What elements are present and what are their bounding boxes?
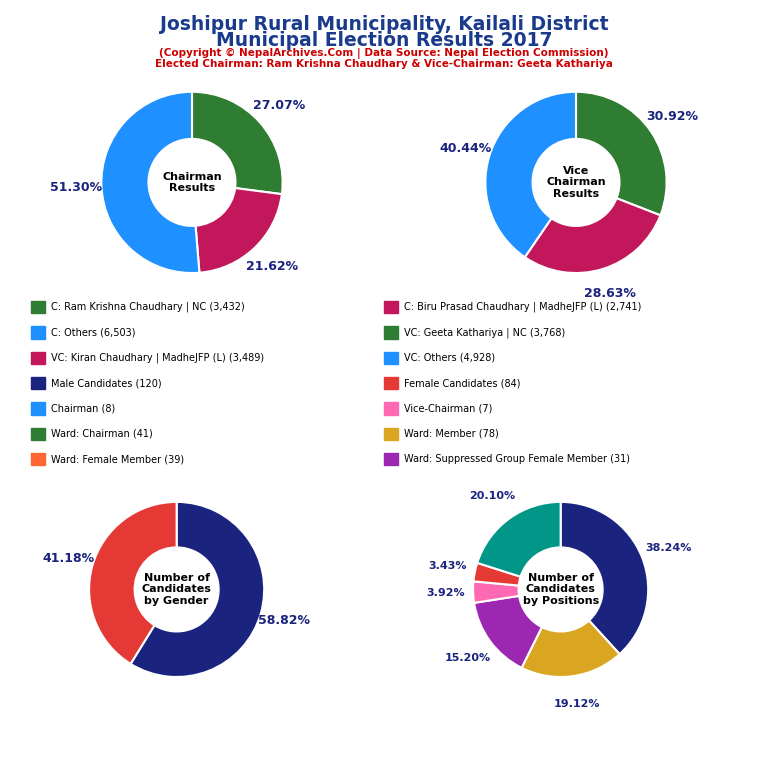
- Text: 19.12%: 19.12%: [554, 699, 600, 709]
- Text: Male Candidates (120): Male Candidates (120): [51, 378, 161, 389]
- Text: C: Ram Krishna Chaudhary | NC (3,432): C: Ram Krishna Chaudhary | NC (3,432): [51, 302, 244, 313]
- Text: 15.20%: 15.20%: [444, 653, 491, 663]
- Wedge shape: [131, 502, 264, 677]
- Text: 51.30%: 51.30%: [50, 180, 102, 194]
- Text: C: Others (6,503): C: Others (6,503): [51, 327, 135, 338]
- Text: Ward: Chairman (41): Ward: Chairman (41): [51, 429, 152, 439]
- Text: 3.43%: 3.43%: [428, 561, 467, 571]
- Text: 30.92%: 30.92%: [646, 111, 698, 124]
- Text: 58.82%: 58.82%: [258, 614, 310, 627]
- Wedge shape: [473, 581, 519, 603]
- Text: 21.62%: 21.62%: [246, 260, 298, 273]
- Text: Chairman (8): Chairman (8): [51, 403, 115, 414]
- Text: VC: Geeta Kathariya | NC (3,768): VC: Geeta Kathariya | NC (3,768): [404, 327, 565, 338]
- Text: Chairman
Results: Chairman Results: [162, 171, 222, 194]
- Text: VC: Kiran Chaudhary | MadheJFP (L) (3,489): VC: Kiran Chaudhary | MadheJFP (L) (3,48…: [51, 353, 264, 363]
- Text: Ward: Female Member (39): Ward: Female Member (39): [51, 454, 184, 465]
- Wedge shape: [473, 563, 521, 585]
- Wedge shape: [525, 198, 660, 273]
- Text: Number of
Candidates
by Positions: Number of Candidates by Positions: [522, 573, 599, 606]
- Text: C: Biru Prasad Chaudhary | MadheJFP (L) (2,741): C: Biru Prasad Chaudhary | MadheJFP (L) …: [404, 302, 641, 313]
- Text: 41.18%: 41.18%: [43, 552, 95, 565]
- Wedge shape: [474, 596, 542, 668]
- Text: Joshipur Rural Municipality, Kailali District: Joshipur Rural Municipality, Kailali Dis…: [160, 15, 608, 35]
- Text: 27.07%: 27.07%: [253, 99, 306, 112]
- Text: Ward: Member (78): Ward: Member (78): [404, 429, 498, 439]
- Text: Municipal Election Results 2017: Municipal Election Results 2017: [216, 31, 552, 50]
- Wedge shape: [576, 92, 667, 215]
- Wedge shape: [521, 621, 620, 677]
- Text: VC: Others (4,928): VC: Others (4,928): [404, 353, 495, 363]
- Text: 38.24%: 38.24%: [645, 543, 692, 553]
- Text: 40.44%: 40.44%: [439, 141, 492, 154]
- Text: (Copyright © NepalArchives.Com | Data Source: Nepal Election Commission): (Copyright © NepalArchives.Com | Data So…: [159, 48, 609, 58]
- Text: 3.92%: 3.92%: [425, 588, 465, 598]
- Wedge shape: [196, 188, 282, 273]
- Text: Ward: Suppressed Group Female Member (31): Ward: Suppressed Group Female Member (31…: [404, 454, 630, 465]
- Wedge shape: [101, 92, 200, 273]
- Wedge shape: [477, 502, 561, 577]
- Wedge shape: [561, 502, 648, 654]
- Text: Female Candidates (84): Female Candidates (84): [404, 378, 521, 389]
- Text: Number of
Candidates
by Gender: Number of Candidates by Gender: [142, 573, 211, 606]
- Text: 20.10%: 20.10%: [469, 492, 515, 502]
- Text: 28.63%: 28.63%: [584, 286, 636, 300]
- Text: Elected Chairman: Ram Krishna Chaudhary & Vice-Chairman: Geeta Kathariya: Elected Chairman: Ram Krishna Chaudhary …: [155, 59, 613, 69]
- Wedge shape: [485, 92, 576, 257]
- Text: Vice
Chairman
Results: Vice Chairman Results: [546, 166, 606, 199]
- Wedge shape: [192, 92, 283, 194]
- Wedge shape: [89, 502, 177, 664]
- Text: Vice-Chairman (7): Vice-Chairman (7): [404, 403, 492, 414]
